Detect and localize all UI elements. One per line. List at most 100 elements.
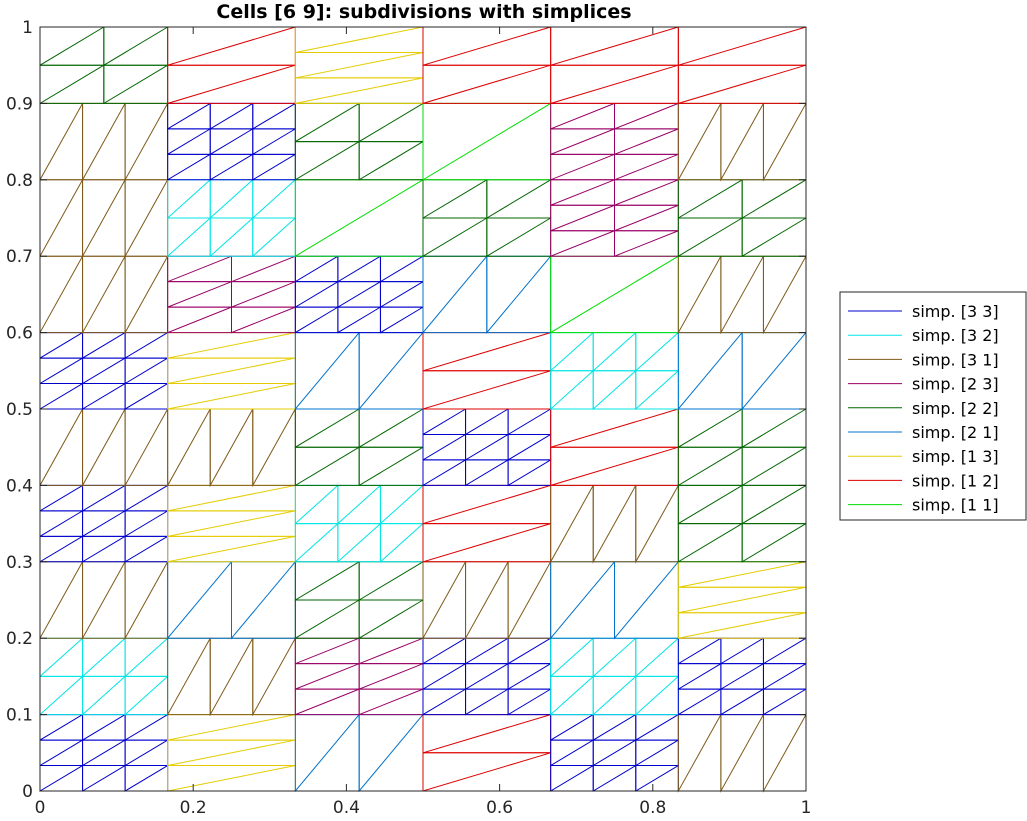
simplex-line [209,128,254,156]
simplex-line [294,179,424,258]
cell-subdivision [294,255,424,334]
simplex-line [422,663,467,691]
cell-subdivision [550,637,679,716]
simplex-line [294,637,360,665]
cell-subdivision [550,179,679,257]
simplex-line [507,663,552,691]
simplex-line [741,446,807,487]
simplex-line [550,484,594,564]
chart-title: Cells [6 9]: subdivisions with simplices [216,1,631,23]
x-tick-label: 0.4 [333,798,360,818]
simplex-line [635,739,679,767]
cell-subdivision [677,714,807,793]
simplex-line [550,739,594,767]
simplex-line [550,446,679,487]
cell-subdivision [167,26,296,105]
simplex-line [741,217,807,258]
cell-subdivision [422,102,552,181]
simplex-line [82,255,126,335]
simplex-line [677,179,743,219]
simplex-line [209,179,254,220]
simplex-line [507,408,552,436]
simplex-line [39,102,84,182]
x-tick-label: 0 [35,798,46,818]
plot-marks [39,26,807,793]
simplex-line [167,26,296,66]
simplex-line [82,535,126,563]
simplex-line [124,484,169,512]
simplex-line [82,510,126,538]
simplex-line [167,714,296,741]
simplex-line [294,599,360,640]
simplex-line [592,765,637,792]
simplex-line [550,102,615,130]
simplex-line [294,255,339,283]
simplex-line [762,663,807,691]
simplex-line [209,217,254,258]
simplex-line [677,217,743,258]
simplex-line [550,230,615,257]
simplex-line [379,484,424,525]
simplex-line [252,179,296,220]
simplex-line [167,332,296,359]
cell-subdivision [550,102,679,181]
simplex-line [124,255,169,335]
simplex-line [486,255,552,334]
simplex-line [720,688,764,716]
simplex-line [209,102,254,130]
simplex-line [592,332,637,372]
simplex-line [677,26,807,66]
simplex-line [39,357,84,385]
cell-subdivision [39,484,169,563]
y-tick-label: 0.4 [6,476,33,496]
cell-subdivision [167,255,296,334]
y-tick-label: 0.2 [6,629,33,649]
simplex-line [550,26,679,66]
simplex-line [167,357,296,385]
simplex-line [422,752,552,792]
cell-subdivision [550,26,679,105]
simplex-line [422,433,467,461]
simplex-line [294,306,339,334]
simplex-line [124,179,169,259]
simplex-line [465,433,509,461]
simplex-line [550,370,594,411]
cell-subdivision [677,637,807,716]
cell-subdivision [167,637,296,717]
simplex-line [677,332,743,411]
simplex-line [486,217,552,258]
simplex-line [592,675,637,716]
simplex-line [103,26,169,67]
simplex-line [294,523,339,563]
cell-subdivision [677,332,807,411]
simplex-line [124,637,169,678]
simplex-line [82,179,126,259]
simplex-line [39,255,84,335]
simplex-line [337,281,381,309]
cell-subdivision [294,102,424,181]
cell-subdivision [422,484,552,563]
cell-subdivision [550,255,679,334]
simplex-line [592,370,637,411]
simplex-line [635,332,679,372]
cell-subdivision [677,408,807,487]
simplex-line [231,306,296,334]
simplex-line [422,523,552,563]
y-tick-label: 1 [22,18,33,38]
simplex-line [358,663,424,690]
cell-subdivision [167,102,296,181]
simplex-line [677,561,807,588]
simplex-line [592,637,637,678]
simplex-line [39,510,84,538]
y-tick-label: 0.8 [6,171,33,191]
simplex-line [167,510,296,537]
simplex-line [486,179,552,219]
simplex-line [550,153,615,181]
simplex-line [39,332,84,359]
simplex-line [124,408,169,488]
cell-subdivision [677,26,807,105]
cell-subdivision [677,561,807,639]
x-axis: 0 0.2 0.4 0.6 0.8 1 [35,27,811,818]
simplex-line [167,153,211,181]
simplex-line [677,64,807,105]
